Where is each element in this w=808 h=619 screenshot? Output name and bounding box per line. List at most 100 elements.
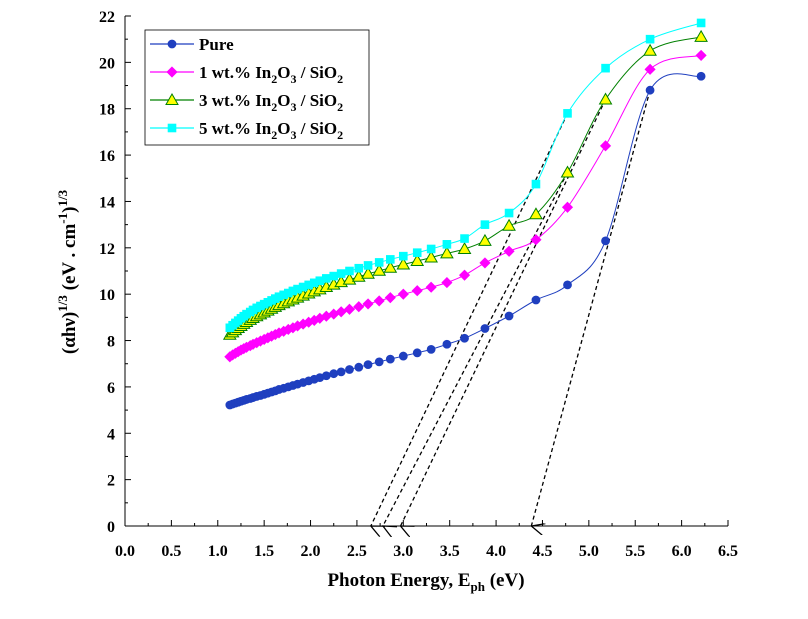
series-2	[224, 49, 707, 363]
data-point	[412, 248, 422, 257]
data-point	[696, 71, 706, 81]
data-point	[502, 218, 516, 231]
data-point	[480, 220, 490, 229]
y-tick-label: 14	[99, 194, 115, 211]
data-point	[411, 285, 423, 297]
y-axis-title: (αhν)1/3 (eV . cm-1)1/3	[55, 189, 80, 354]
series-layer	[222, 18, 708, 410]
data-point	[426, 244, 436, 254]
data-point	[345, 266, 354, 276]
data-point	[530, 234, 542, 246]
data-point	[531, 295, 541, 305]
data-point	[694, 29, 708, 42]
data-point	[410, 254, 425, 267]
data-point	[345, 365, 354, 374]
data-point	[442, 339, 452, 349]
y-tick-label: 16	[99, 148, 115, 165]
x-tick-label: 2.5	[347, 543, 367, 560]
data-point	[441, 277, 453, 289]
series-1	[225, 71, 706, 410]
legend-marker	[167, 123, 177, 133]
x-tick-label: 5.0	[579, 543, 599, 560]
data-point	[362, 298, 374, 310]
y-tick-label: 4	[107, 426, 115, 443]
data-point	[335, 306, 347, 318]
data-point	[374, 258, 384, 267]
data-point	[363, 360, 373, 370]
axes: 0.0 0.5 1.0 1.5 2.0 2.5 3.0 3.5 4.0 4.5 5.0 5.5 6.0 6…	[99, 9, 738, 560]
data-point	[645, 85, 655, 95]
legend-label: 5 wt.% In2O3 / SiO2	[199, 119, 343, 142]
data-point	[321, 371, 331, 381]
data-point	[399, 251, 408, 261]
data-point	[336, 367, 346, 377]
data-point	[460, 234, 469, 243]
legend-item: Pure	[150, 35, 234, 54]
legend-item: 1 wt.% In2O3 / SiO2	[150, 63, 343, 86]
data-point	[372, 263, 387, 276]
y-tick-label: 2	[107, 473, 115, 490]
data-point	[695, 49, 707, 61]
data-point	[503, 245, 515, 257]
data-point	[336, 269, 346, 278]
x-tick-label: 5.5	[625, 543, 645, 560]
legend-box	[144, 29, 370, 146]
data-point	[478, 233, 492, 246]
data-point	[426, 344, 436, 354]
data-point	[424, 250, 439, 263]
data-point	[353, 301, 365, 313]
tangent-line-3	[401, 99, 607, 526]
data-point	[480, 324, 490, 333]
data-point	[386, 255, 395, 264]
data-point	[529, 207, 543, 220]
y-tick-label: 18	[99, 102, 115, 119]
y-tick-label: 0	[107, 519, 115, 536]
data-point	[354, 362, 364, 372]
data-point	[560, 165, 575, 178]
tangent-line-1	[371, 113, 569, 526]
tangent-line-4	[531, 90, 651, 526]
data-point	[504, 311, 514, 321]
y-tick-label: 22	[99, 9, 115, 26]
data-point	[598, 92, 613, 105]
data-point	[458, 269, 471, 281]
legend-marker	[165, 92, 179, 105]
data-point	[645, 34, 655, 44]
data-point	[599, 140, 612, 152]
x-tick-label: 4.0	[486, 543, 506, 560]
x-tick-label: 3.5	[440, 543, 460, 560]
legend: Pure 1 wt.% In2O3 / SiO2 3 wt.% In2O3 / Si…	[144, 29, 370, 146]
y-tick-label: 12	[99, 241, 115, 258]
x-tick-label: 1.0	[208, 543, 228, 560]
data-point	[644, 63, 656, 75]
legend-label: Pure	[199, 35, 234, 54]
data-point	[412, 348, 422, 358]
x-tick-label: 4.5	[532, 543, 552, 560]
tangent-line-2	[383, 172, 569, 526]
y-tick-label: 10	[99, 287, 115, 304]
y-tick-label: 8	[107, 334, 115, 351]
series-3	[222, 29, 708, 340]
data-point	[363, 261, 373, 270]
x-tick-label: 6.5	[718, 543, 738, 560]
data-point	[531, 179, 541, 189]
legend-item: 5 wt.% In2O3 / SiO2	[150, 119, 343, 142]
data-point	[343, 303, 356, 315]
y-tick-label: 6	[107, 380, 115, 397]
data-point	[696, 18, 706, 28]
legend-marker	[167, 39, 177, 49]
tangent-lines	[371, 90, 651, 526]
data-point	[563, 109, 572, 118]
data-point	[643, 43, 657, 56]
axis-labels: Photon Energy, Eph (eV) (αhν)1/3 (eV . cm…	[55, 189, 525, 594]
data-point	[329, 369, 339, 379]
data-point	[383, 260, 398, 273]
x-tick-label: 2.0	[301, 543, 321, 560]
y-tick-label: 20	[99, 55, 115, 72]
data-point	[354, 263, 364, 273]
legend-marker	[166, 66, 178, 78]
data-point	[561, 201, 574, 213]
data-point	[601, 236, 610, 246]
data-point	[457, 241, 472, 254]
